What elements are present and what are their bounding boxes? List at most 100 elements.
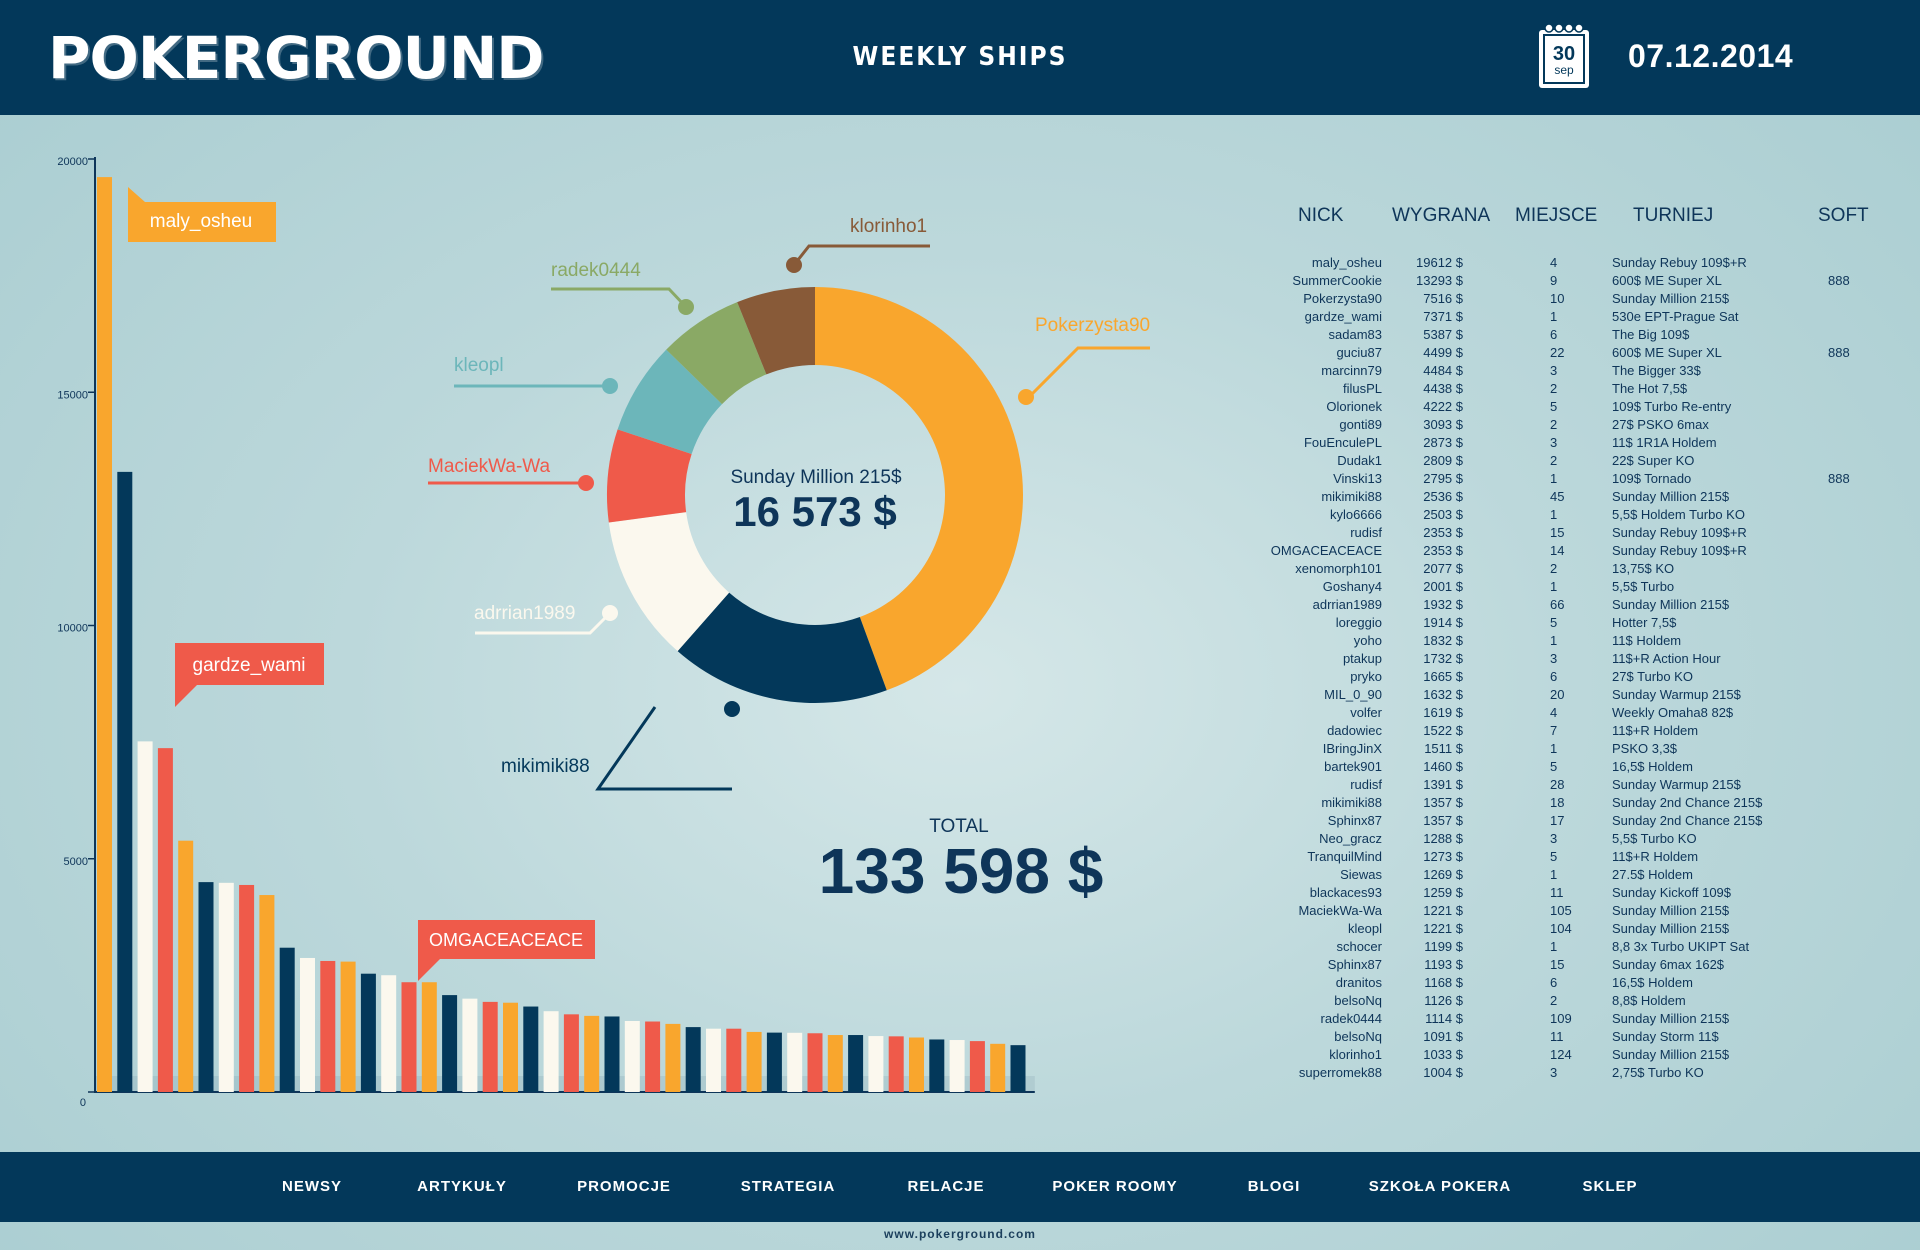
cell-win: 1126 $ (1424, 993, 1463, 1008)
bar (340, 961, 356, 1092)
cell-place: 66 (1550, 597, 1565, 612)
total-label: TOTAL (929, 816, 988, 837)
bar (320, 960, 336, 1092)
calendar-month: sep (1554, 63, 1574, 77)
cell-win: 2809 $ (1423, 453, 1463, 468)
bar (97, 177, 112, 1092)
cell-place: 15 (1550, 957, 1565, 972)
table-row: gardze_wami 7371 $ 1 530e EPT-Prague Sat (1240, 309, 1860, 327)
table-row: OMGACEACEACE 2353 $ 14 Sunday Rebuy 109$+R (1240, 543, 1860, 561)
table-row: belsoNq 1091 $ 11 Sunday Storm 11$ (1240, 1029, 1860, 1047)
cell-nick: marcinn79 (1321, 363, 1382, 378)
cell-tour: Sunday Rebuy 109$+R (1612, 255, 1747, 270)
bar (909, 1037, 924, 1092)
col-header-place: MIEJSCE (1515, 205, 1598, 226)
cell-tour: Sunday Million 215$ (1612, 921, 1730, 936)
cell-place: 3 (1550, 651, 1558, 666)
bar (868, 1036, 884, 1092)
nav-item[interactable]: SZKOŁA POKERA (1368, 1178, 1512, 1195)
cell-win: 1632 $ (1423, 687, 1463, 702)
cell-tour: Sunday Million 215$ (1612, 489, 1730, 504)
cell-place: 1 (1550, 579, 1558, 594)
bar (969, 1041, 985, 1092)
donut-chart (607, 287, 1024, 703)
table-row: Sphinx87 1357 $ 17 Sunday 2nd Chance 215$ (1240, 813, 1860, 831)
y-tick-label: 20000 (57, 156, 88, 168)
cell-nick: mikimiki88 (1321, 489, 1382, 504)
donut-label-maciekwawa: MaciekWa-Wa (428, 456, 551, 477)
nav-item[interactable]: NEWSY (281, 1178, 342, 1195)
cell-nick: sadam83 (1328, 327, 1382, 342)
bar (157, 748, 173, 1092)
cell-tour: Sunday 2nd Chance 215$ (1612, 813, 1763, 828)
cell-win: 1511 $ (1424, 741, 1463, 756)
cell-tour: 11$ Holdem (1612, 633, 1682, 648)
cell-nick: filusPL (1342, 381, 1382, 396)
nav-item[interactable]: POKER ROOMY (1052, 1178, 1178, 1195)
cell-nick: yoho (1353, 633, 1382, 648)
cell-nick: belsoNq (1334, 993, 1382, 1008)
cell-win: 4484 $ (1423, 363, 1463, 378)
table-row: kylo6666 2503 $ 1 5,5$ Holdem Turbo KO (1240, 507, 1860, 525)
cell-win: 2536 $ (1423, 489, 1463, 504)
table-row: adrrian1989 1932 $ 66 Sunday Million 215$ (1240, 597, 1860, 615)
table-row: volfer 1619 $ 4 Weekly Omaha8 82$ (1240, 705, 1860, 723)
cell-place: 11 (1550, 1029, 1564, 1044)
bar (503, 1002, 518, 1092)
y-tick-label: 0 (80, 1097, 86, 1109)
cell-nick: rudisf (1350, 777, 1382, 792)
nav-item[interactable]: SKLEP (1582, 1178, 1638, 1195)
cell-win: 1732 $ (1423, 651, 1463, 666)
logo[interactable]: POKERGROUND (48, 24, 544, 92)
calendar-day: 30 (1553, 43, 1575, 65)
cell-win: 4499 $ (1423, 345, 1463, 360)
table-row: dranitos 1168 $ 6 16,5$ Holdem (1240, 975, 1860, 993)
donut-slice (815, 287, 1024, 691)
cell-win: 1273 $ (1423, 849, 1463, 864)
cell-tour: Sunday Million 215$ (1612, 1011, 1730, 1026)
cell-win: 2001 $ (1423, 579, 1463, 594)
table-row: gonti89 3093 $ 2 27$ PSKO 6max (1240, 417, 1860, 435)
cell-place: 15 (1550, 525, 1565, 540)
bar (726, 1028, 742, 1092)
cell-tour: The Big 109$ (1612, 327, 1690, 342)
cell-tour: The Hot 7,5$ (1612, 381, 1688, 396)
cell-tour: Sunday Rebuy 109$+R (1612, 543, 1747, 558)
footer-url[interactable]: www.pokerground.com (884, 1227, 1036, 1241)
cell-place: 105 (1550, 903, 1572, 918)
cell-place: 45 (1550, 489, 1565, 504)
nav-item[interactable]: BLOGI (1247, 1178, 1301, 1195)
bar (117, 471, 133, 1092)
table-row: kleopl 1221 $ 104 Sunday Million 215$ (1240, 921, 1860, 939)
donut-slice (607, 429, 692, 523)
cell-nick: volfer (1350, 705, 1382, 720)
bar (279, 947, 295, 1092)
cell-tour: 600$ ME Super XL (1612, 273, 1722, 288)
cell-nick: klorinho1 (1329, 1047, 1382, 1062)
cell-win: 1665 $ (1423, 669, 1463, 684)
cell-place: 4 (1550, 255, 1558, 270)
cell-nick: MIL_0_90 (1324, 687, 1382, 702)
table-row: rudisf 1391 $ 28 Sunday Warmup 215$ (1240, 777, 1860, 795)
cell-win: 2353 $ (1423, 525, 1463, 540)
table-row: TranquilMind 1273 $ 5 11$+R Holdem (1240, 849, 1860, 867)
cell-nick: blackaces93 (1309, 885, 1382, 900)
cell-place: 11 (1550, 885, 1564, 900)
cell-nick: Goshany4 (1322, 579, 1382, 594)
donut-center-value: 16 573 $ (733, 488, 897, 535)
cell-nick: bartek901 (1324, 759, 1382, 774)
footer-nav: NEWSY ARTYKUŁY PROMOCJE STRATEGIA RELACJE POK… (0, 1152, 1920, 1222)
nav-item[interactable]: STRATEGIA (740, 1178, 836, 1195)
cell-tour: 27.5$ Holdem (1612, 867, 1693, 882)
bar (239, 884, 255, 1092)
col-header-win: WYGRANA (1392, 205, 1491, 226)
bar (706, 1028, 721, 1092)
cell-place: 17 (1550, 813, 1565, 828)
bar (929, 1039, 945, 1092)
cell-tour: Sunday Warmup 215$ (1612, 687, 1741, 702)
date-label: 07.12.2014 (1628, 38, 1794, 74)
nav-item[interactable]: PROMOCJE (577, 1178, 671, 1195)
nav-item[interactable]: RELACJE (907, 1178, 985, 1195)
nav-item[interactable]: ARTYKUŁY (417, 1178, 507, 1195)
donut-slice (737, 287, 815, 375)
